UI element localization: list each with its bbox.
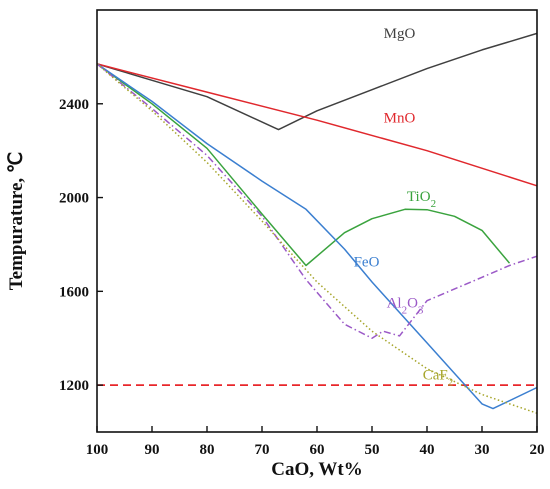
x-tick-label: 90: [145, 442, 160, 458]
series-line-mno: [96, 63, 538, 187]
x-axis-title: CaO, Wt%: [271, 459, 362, 480]
series-label-feo: FeO: [354, 255, 380, 271]
series-layer: [96, 32, 538, 414]
series-label-part: O: [407, 296, 418, 312]
series-label-part: MgO: [384, 26, 416, 42]
x-tick-label: 60: [310, 442, 325, 458]
x-tick-label: 80: [200, 442, 215, 458]
series-line-feo: [96, 63, 538, 410]
x-tick-label: 70: [255, 442, 270, 458]
series-label-mno: MnO: [384, 111, 416, 127]
x-tick-label: 20: [530, 442, 545, 458]
series-label-part: 2: [431, 198, 437, 210]
series-label-part: Al: [387, 296, 402, 312]
series-line-mgo: [96, 32, 538, 131]
series-label-tio2: TiO2: [407, 189, 436, 210]
series-label-part: 2: [402, 305, 408, 317]
y-axis-title-unit: ℃: [6, 152, 27, 173]
series-line-al2o3: [96, 63, 538, 339]
series-line-tio2: [96, 63, 511, 267]
series-label-part: TiO: [407, 189, 431, 205]
y-axis-title: Tempurature, ℃: [6, 152, 27, 291]
series-label-part: 2: [448, 376, 454, 388]
x-tick-label: 100: [86, 442, 109, 458]
series-line-caf2: [96, 63, 538, 414]
series-label-caf2: CaF2: [423, 367, 454, 388]
series-label-mgo: MgO: [384, 26, 416, 42]
tick-layer: 100 90 80 70 60 50 40 30 20 1200 1600 2000 2400: [59, 97, 545, 458]
series-label-part: MnO: [384, 111, 416, 127]
y-tick-label: 2400: [59, 97, 89, 113]
series-label-part: CaF: [423, 367, 448, 383]
series-label-part: 3: [418, 305, 424, 317]
x-tick-label: 40: [420, 442, 435, 458]
x-tick-label: 30: [475, 442, 490, 458]
y-tick-label: 2000: [59, 191, 89, 207]
series-label-part: FeO: [354, 255, 380, 271]
y-tick-label: 1600: [59, 284, 89, 300]
x-tick-label: 50: [365, 442, 380, 458]
y-axis-title-main: Tempurature,: [6, 173, 27, 290]
series-label-al2o3: Al2O3: [387, 296, 424, 317]
y-tick-label: 1200: [59, 378, 89, 394]
